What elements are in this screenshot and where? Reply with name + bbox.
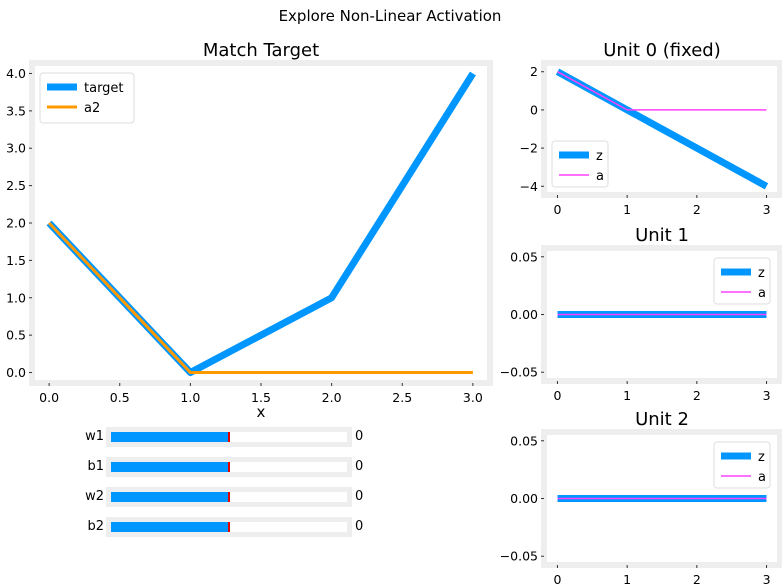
slider-handle[interactable] <box>228 462 230 472</box>
main-ytick-label: 0.0 <box>6 365 26 380</box>
unit0-xtick-label: 1 <box>623 202 631 217</box>
chart-unit0: Unit 0 (fixed) 0 1 2 3 2 0 −2 −4 za <box>520 40 782 217</box>
main-legend-label-target: target <box>84 81 124 96</box>
slider-inner <box>111 462 347 472</box>
unit2-title: Unit 2 <box>635 409 689 430</box>
unit2-legend-label-a: a <box>758 470 766 485</box>
main-ytick-label: 4.0 <box>6 66 26 81</box>
chart-unit2: Unit 2 0 1 2 3 0.05 0.00 −0.05 za <box>500 409 782 587</box>
unit0-ytick-label: 2 <box>530 64 538 79</box>
unit1-xtick-label: 0 <box>553 388 561 403</box>
main-xlabel: x <box>257 403 266 421</box>
unit0-title: Unit 0 (fixed) <box>603 40 721 61</box>
slider-fill <box>111 432 229 442</box>
slider-label: w1 <box>85 429 104 444</box>
slider-fill <box>111 492 229 502</box>
main-xtick-label: 3.0 <box>463 390 483 405</box>
slider-value: 0 <box>355 459 364 474</box>
unit0-ytick-label: −4 <box>520 179 538 194</box>
main-legend-label-a2: a2 <box>84 101 100 116</box>
unit2-legend-label-z: z <box>758 450 765 465</box>
unit2-ytick-label: −0.05 <box>500 549 538 564</box>
unit1-xtick-label: 1 <box>623 388 631 403</box>
main-title: Match Target <box>203 40 319 61</box>
unit1-legend-label-a: a <box>758 286 766 301</box>
main-xtick-label: 1.0 <box>180 390 200 405</box>
main-series-a2 <box>48 221 473 374</box>
slider-inner <box>111 522 347 532</box>
slider-track[interactable] <box>106 457 352 477</box>
chart-unit1: Unit 1 0 1 2 3 0.05 0.00 −0.05 za <box>500 225 782 403</box>
unit2-legend: za <box>713 441 771 489</box>
unit2-ytick-label: 0.00 <box>510 491 538 506</box>
unit2-xtick-label: 0 <box>553 572 561 587</box>
unit0-ytick-label: −2 <box>520 141 538 156</box>
main-xtick-label: 0.5 <box>110 390 130 405</box>
slider-label: w2 <box>85 489 104 504</box>
slider-inner <box>111 492 347 502</box>
main-ytick-label: 3.0 <box>6 141 26 156</box>
slider-value: 0 <box>355 429 364 444</box>
unit1-ytick-label: 0.00 <box>510 307 538 322</box>
unit0-xtick-label: 0 <box>553 202 561 217</box>
slider-handle[interactable] <box>228 492 230 502</box>
slider-handle[interactable] <box>228 522 230 532</box>
unit0-ytick-label: 0 <box>530 102 538 117</box>
unit1-ytick-label: 0.05 <box>510 249 538 264</box>
slider-b1: b1 0 <box>0 456 380 478</box>
unit1-xtick-label: 3 <box>763 388 771 403</box>
slider-track[interactable] <box>106 487 352 507</box>
main-xtick-label: 2.0 <box>322 390 342 405</box>
unit2-xtick-label: 2 <box>693 572 701 587</box>
slider-label: b2 <box>87 519 104 534</box>
main-xtick-label: 0.0 <box>39 390 59 405</box>
main-ytick-label: 2.0 <box>6 216 26 231</box>
main-ytick-label: 1.5 <box>6 253 26 268</box>
main-legend: target a2 <box>39 72 135 124</box>
main-ytick-label: 3.5 <box>6 103 26 118</box>
unit0-legend: za <box>551 140 609 188</box>
slider-value: 0 <box>355 519 364 534</box>
slider-fill <box>111 462 229 472</box>
unit2-xtick-label: 1 <box>623 572 631 587</box>
unit1-xtick-label: 2 <box>693 388 701 403</box>
unit0-legend-label-z: z <box>596 149 603 164</box>
unit0-legend-label-a: a <box>596 169 604 184</box>
main-ytick-label: 0.5 <box>6 328 26 343</box>
slider-b2: b2 0 <box>0 516 380 538</box>
main-ytick-label: 2.5 <box>6 178 26 193</box>
main-xtick-label: 2.5 <box>392 390 412 405</box>
slider-w1: w1 0 <box>0 426 380 448</box>
main-xtick-label: 1.5 <box>251 390 271 405</box>
slider-track[interactable] <box>106 427 352 447</box>
unit1-title: Unit 1 <box>635 225 689 246</box>
chart-main: Match Target 0.0 0.5 1.0 1.5 2.0 2.5 3.0 0.0 0.5 1… <box>6 40 493 421</box>
main-ytick-label: 1.0 <box>6 290 26 305</box>
slider-value: 0 <box>355 489 364 504</box>
unit0-xtick-label: 2 <box>693 202 701 217</box>
unit1-legend: za <box>713 257 771 305</box>
unit1-legend-label-z: z <box>758 266 765 281</box>
slider-fill <box>111 522 229 532</box>
slider-handle[interactable] <box>228 432 230 442</box>
slider-inner <box>111 432 347 442</box>
unit2-ytick-label: 0.05 <box>510 433 538 448</box>
unit1-ytick-label: −0.05 <box>500 365 538 380</box>
unit2-xtick-label: 3 <box>763 572 771 587</box>
figure-suptitle: Explore Non-Linear Activation <box>279 7 502 25</box>
slider-track[interactable] <box>106 517 352 537</box>
slider-w2: w2 0 <box>0 486 380 508</box>
unit0-xtick-label: 3 <box>763 202 771 217</box>
unit0-series-a <box>557 71 767 111</box>
slider-label: b1 <box>87 459 104 474</box>
